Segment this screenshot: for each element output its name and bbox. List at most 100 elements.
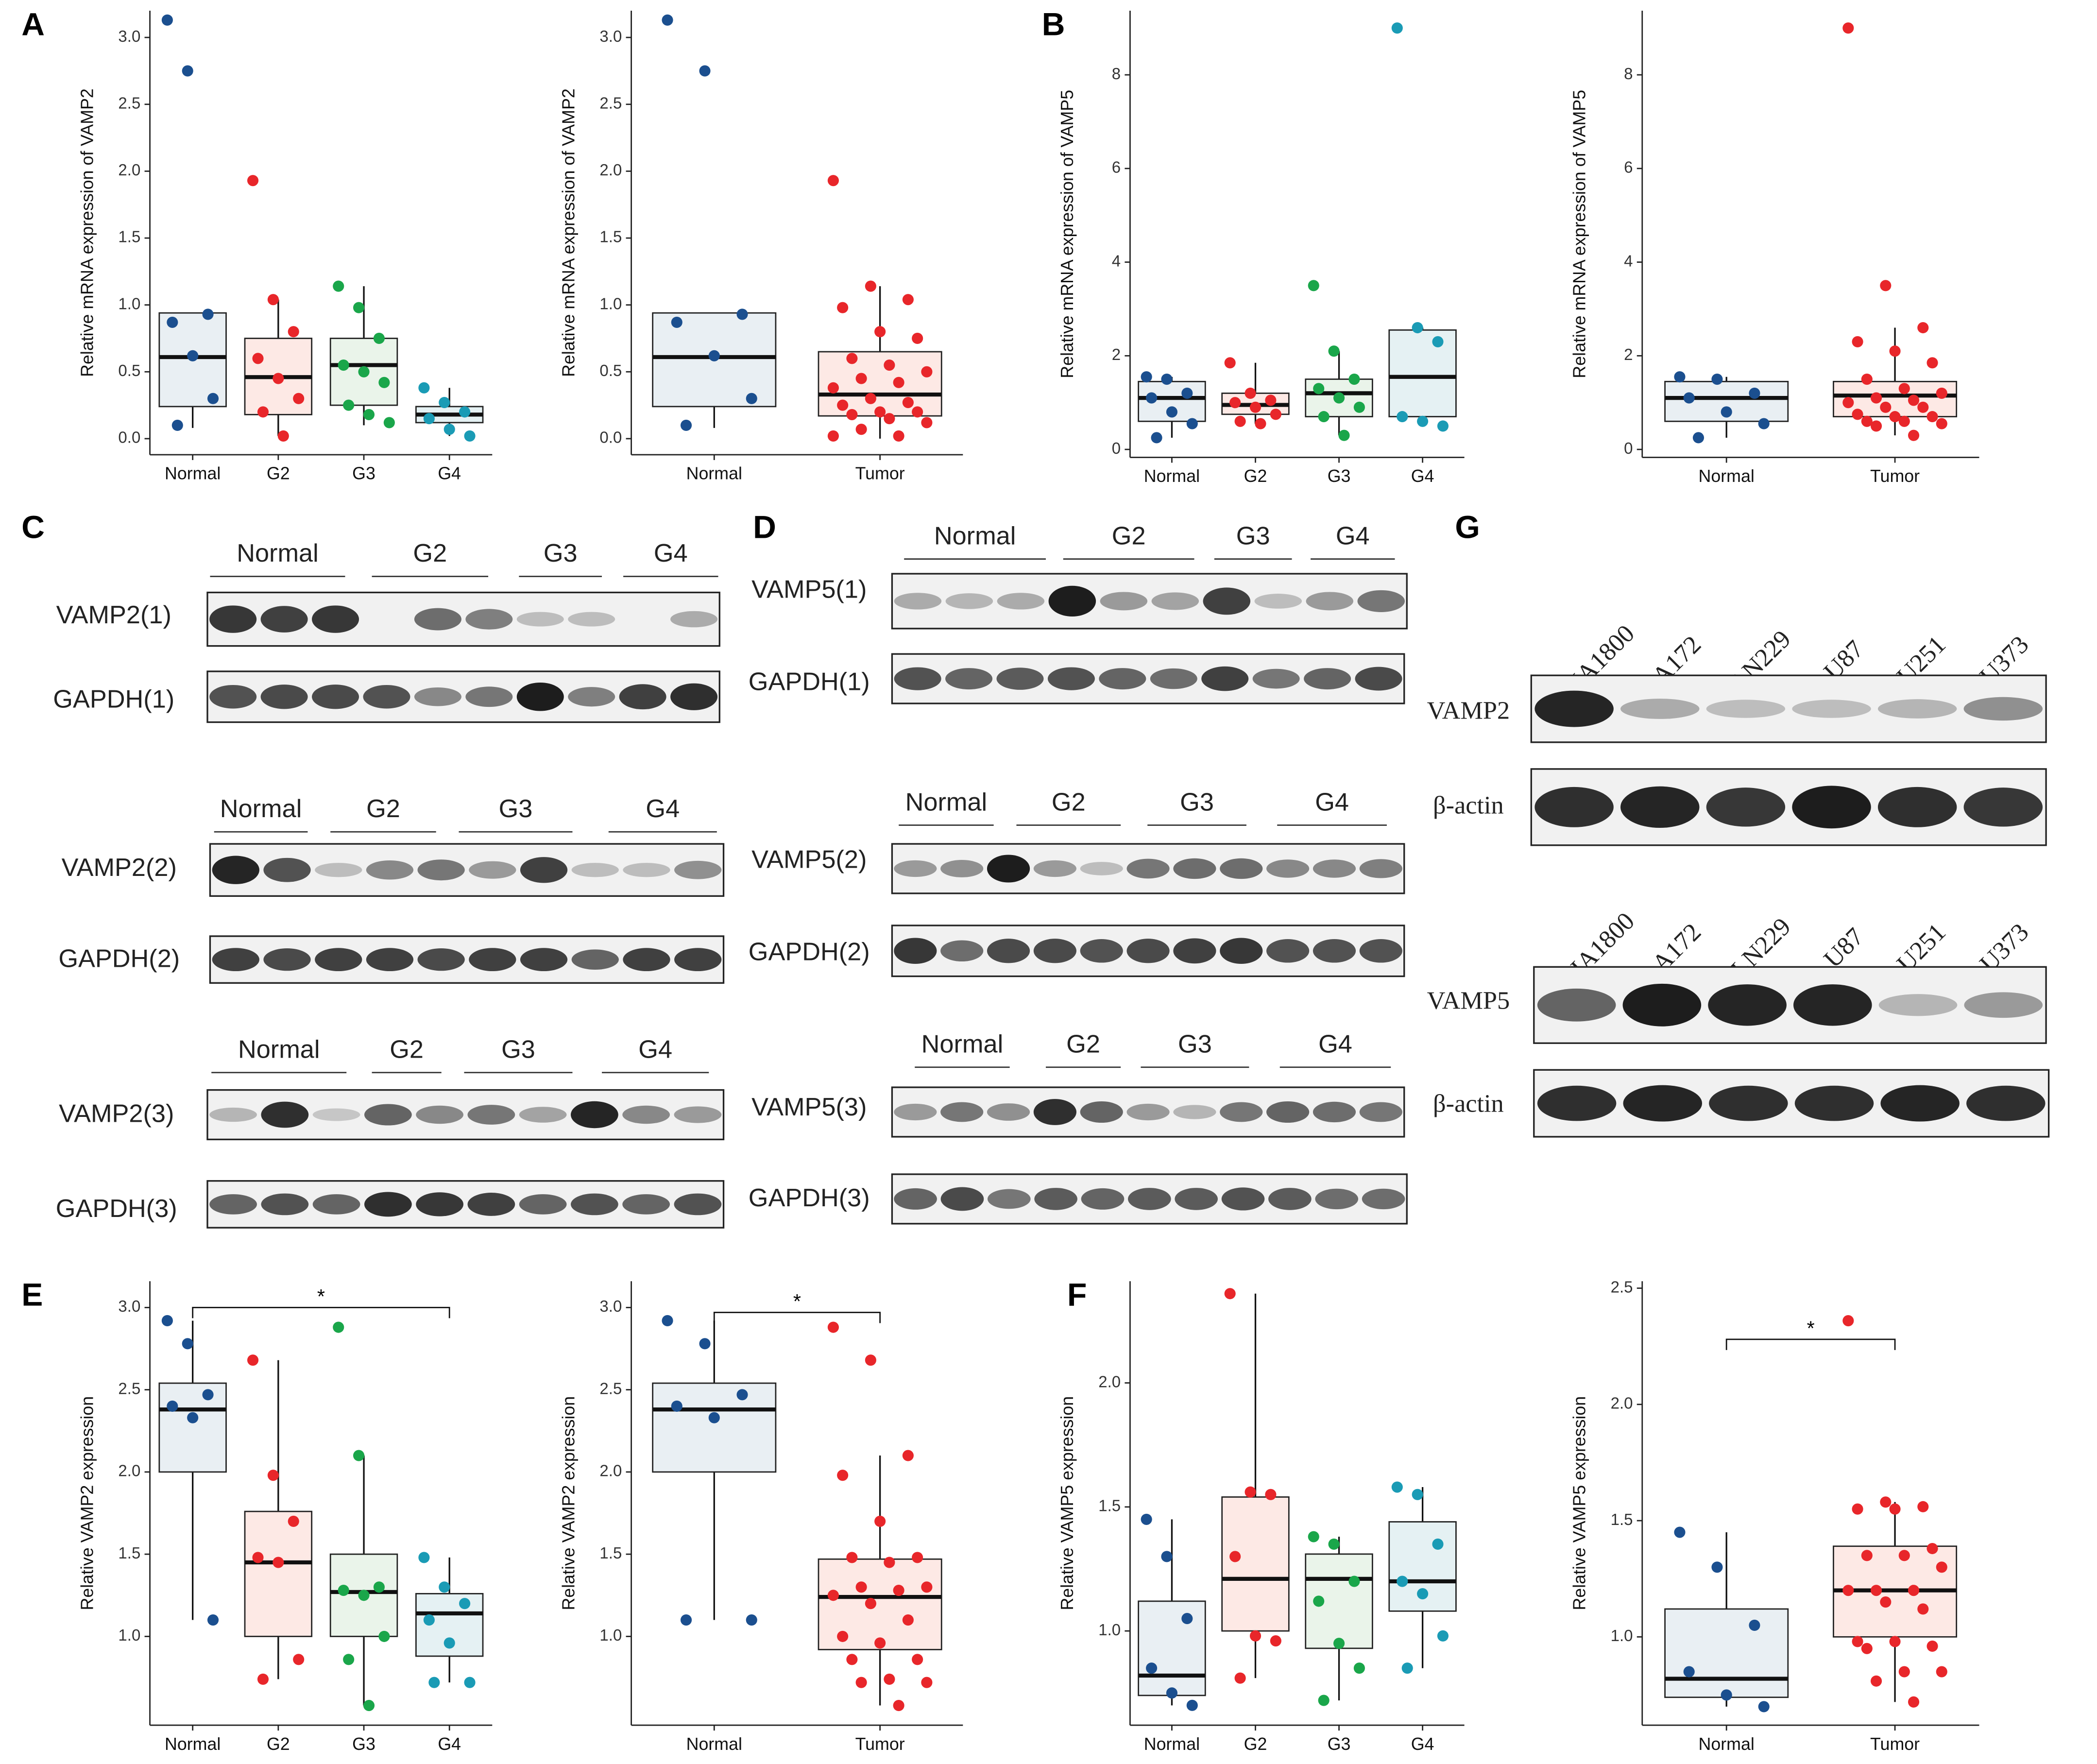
group-label: G2	[1112, 522, 1146, 550]
point	[1927, 411, 1938, 423]
band	[263, 857, 311, 882]
point	[874, 1637, 886, 1649]
band	[894, 860, 937, 877]
x-tick-label: G4	[438, 1734, 461, 1754]
row-label: VAMP2(2)	[62, 854, 177, 882]
group-label: G2	[366, 795, 400, 823]
y-axis-label: Relative VAMP2 expression	[559, 1396, 578, 1610]
band	[1252, 668, 1300, 689]
point	[1249, 1630, 1262, 1642]
point	[846, 353, 858, 364]
point	[1861, 1550, 1873, 1561]
band	[1878, 994, 1958, 1016]
y-axis-label: Relative VAMP5 expression	[1570, 1396, 1589, 1610]
band	[1173, 1105, 1216, 1119]
band	[1359, 1102, 1402, 1122]
band	[1220, 938, 1263, 964]
band	[1266, 1101, 1310, 1123]
point	[343, 399, 355, 411]
band	[366, 860, 414, 880]
point	[827, 1321, 839, 1333]
point	[418, 1552, 430, 1563]
point	[1333, 392, 1345, 404]
y-tick-label: 0.0	[599, 428, 622, 446]
point	[1936, 418, 1947, 429]
band	[516, 612, 564, 627]
point	[1186, 418, 1198, 429]
band	[209, 1194, 257, 1215]
band	[945, 668, 993, 690]
band	[312, 605, 359, 633]
point	[912, 1552, 923, 1563]
point	[1749, 1619, 1760, 1631]
band	[987, 855, 1030, 883]
point	[827, 175, 839, 187]
y-tick-label: 4	[1112, 252, 1121, 270]
point	[884, 359, 895, 371]
point	[338, 359, 349, 371]
y-tick-label: 1.5	[1611, 1510, 1633, 1528]
point	[1181, 1613, 1193, 1625]
point	[1936, 1666, 1947, 1678]
band	[1534, 690, 1614, 727]
point	[1313, 1595, 1325, 1607]
x-tick-label: Tumor	[1870, 466, 1920, 486]
band	[568, 687, 615, 707]
point	[855, 1677, 867, 1688]
point	[902, 1614, 914, 1626]
x-tick-label: Normal	[1699, 1734, 1755, 1754]
row-label: β-actin	[1433, 1090, 1504, 1118]
point	[383, 417, 395, 428]
point	[1870, 392, 1882, 404]
point	[358, 1590, 370, 1601]
band	[1175, 1188, 1218, 1210]
y-axis-label: Relative mRNA expression of VAMP5	[1057, 90, 1077, 378]
point	[1711, 1561, 1723, 1573]
y-tick-label: 2	[1624, 345, 1633, 363]
group-label: Normal	[934, 522, 1016, 550]
band	[1304, 668, 1351, 690]
band	[1877, 699, 1957, 719]
band	[520, 857, 568, 883]
band	[1100, 592, 1148, 611]
point	[207, 1614, 219, 1626]
group-label: G2	[1052, 788, 1086, 816]
band	[622, 1105, 670, 1124]
x-tick-label: G2	[1244, 466, 1267, 486]
point	[1249, 401, 1262, 413]
band	[1126, 1103, 1170, 1121]
band	[516, 682, 564, 711]
point	[865, 280, 876, 292]
point	[1333, 1638, 1345, 1649]
point	[1861, 373, 1873, 385]
point	[1870, 1585, 1882, 1596]
band	[1362, 1188, 1405, 1210]
point	[182, 1338, 193, 1350]
group-label: G2	[1066, 1030, 1100, 1059]
point	[464, 1677, 476, 1688]
y-tick-label: 0	[1624, 439, 1633, 457]
point	[1852, 1636, 1863, 1647]
band	[1201, 666, 1249, 691]
row-label: GAPDH(2)	[749, 938, 870, 966]
band	[414, 608, 461, 631]
group-label: G3	[544, 539, 578, 567]
band	[1080, 939, 1123, 963]
band	[987, 939, 1030, 963]
point	[1870, 420, 1882, 432]
point	[1397, 411, 1408, 423]
band	[894, 1103, 937, 1121]
band	[1313, 939, 1356, 963]
point	[338, 1585, 349, 1596]
band	[1620, 699, 1700, 719]
group-label: Normal	[237, 539, 319, 567]
y-axis-label: Relative VAMP2 expression	[77, 1396, 97, 1610]
y-tick-label: 1.0	[1611, 1627, 1633, 1644]
band	[1099, 668, 1146, 690]
point	[439, 1581, 450, 1593]
point	[1889, 411, 1901, 423]
point	[373, 1581, 385, 1593]
band	[1266, 859, 1310, 878]
band	[996, 668, 1044, 690]
point	[912, 1654, 923, 1665]
